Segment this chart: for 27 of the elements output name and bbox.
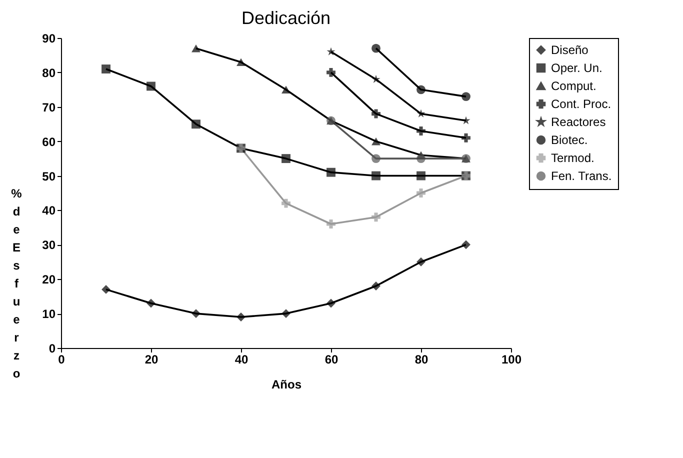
y-tick-label: 60 [42, 134, 56, 149]
legend-label: Comput. [551, 79, 596, 93]
y-tick-label: 0 [48, 342, 56, 356]
legend-label: Fen. Trans. [551, 169, 612, 183]
y-tick-label: 70 [42, 100, 56, 114]
x-tick-label: 20 [144, 352, 158, 366]
y-tick-label: 50 [42, 169, 56, 184]
x-tick-label: 0 [58, 352, 66, 366]
x-tick-label: 100 [501, 352, 522, 366]
legend-label: Cont. Proc. [551, 97, 612, 111]
legend-label: Oper. Un. [551, 61, 602, 75]
legend-label: Biotec. [551, 133, 588, 147]
y-tick-label: 10 [42, 307, 56, 322]
legend-label: Termod. [551, 151, 594, 165]
y-tick-label: 90 [42, 32, 56, 46]
y-tick-label: 40 [42, 204, 56, 218]
y-tick-label: 80 [42, 66, 56, 80]
y-tick-label: 20 [42, 272, 56, 287]
legend-label: Reactores [551, 115, 606, 129]
x-tick-label: 60 [324, 352, 338, 366]
x-tick-label: 80 [414, 352, 428, 366]
legend-label: Diseño [551, 43, 589, 57]
x-tick-label: 40 [234, 352, 248, 366]
x-axis-title: Años [272, 378, 302, 392]
text: % de Esfuerzo [11, 186, 22, 380]
y-tick-label: 30 [42, 238, 56, 252]
chart-title: Dedicación [241, 8, 331, 28]
